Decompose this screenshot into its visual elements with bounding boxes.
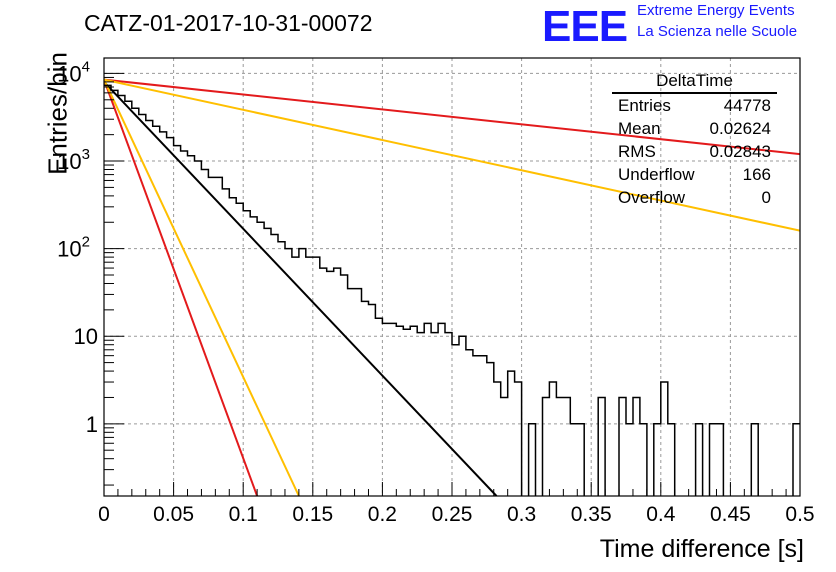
- x-tick-label: 0.15: [292, 503, 333, 526]
- axis-ticks: 0 0.05 0.1 0.15 0.2 0.25 0.3 0.35 0.4 0.45 0.5 1 10 1…: [57, 58, 814, 526]
- grid-lines: [104, 58, 800, 496]
- x-tick-label: 0.25: [432, 503, 473, 526]
- x-tick-label: 0.35: [571, 503, 612, 526]
- x-tick-label: 0.45: [710, 503, 751, 526]
- stats-key: Overflow: [618, 188, 686, 207]
- chart-title: CATZ-01-2017-10-31-00072: [84, 10, 373, 36]
- fit-line: [104, 81, 498, 496]
- stats-title: DeltaTime: [612, 70, 777, 94]
- x-tick-label: 0.1: [229, 503, 258, 526]
- stats-key: Entries: [618, 96, 671, 115]
- stats-key: RMS: [618, 142, 656, 161]
- fit-line: [104, 79, 259, 496]
- stats-row-mean: Mean 0.02624: [618, 117, 771, 140]
- stats-row-overflow: Overflow 0: [618, 186, 771, 209]
- stats-row-rms: RMS 0.02843: [618, 140, 771, 163]
- stats-row-entries: Entries 44778: [618, 94, 771, 117]
- stats-value: 0.02843: [709, 142, 771, 161]
- y-tick-label: 10: [74, 324, 98, 349]
- fit-line: [104, 78, 800, 156]
- chart-curves: [104, 78, 800, 496]
- x-tick-label: 0.3: [507, 503, 536, 526]
- x-tick-label: 0.2: [368, 503, 397, 526]
- x-tick-label: 0.05: [153, 503, 194, 526]
- y-axis-label: Entries/bin: [42, 52, 73, 175]
- eee-logo: EEE: [542, 2, 628, 51]
- stats-value: 0.02624: [709, 119, 771, 138]
- x-tick-label: 0.5: [785, 503, 814, 526]
- logo-line-1: Extreme Energy Events: [637, 2, 795, 19]
- stats-row-underflow: Underflow 166: [618, 163, 771, 186]
- histogram-series: [104, 84, 800, 496]
- fit-line: [104, 79, 300, 496]
- x-axis-label: Time difference [s]: [599, 535, 804, 563]
- stats-key: Mean: [618, 119, 661, 138]
- logo-line-2: La Scienza nelle Scuole: [637, 23, 798, 40]
- stats-box: DeltaTime Entries 44778 Mean 0.02624 RMS…: [612, 70, 777, 208]
- x-tick-label: 0.4: [646, 503, 676, 526]
- x-tick-label: 0: [98, 503, 110, 526]
- y-tick-label: 102: [57, 234, 90, 262]
- y-tick-label: 1: [86, 412, 98, 437]
- stats-key: Underflow: [618, 165, 695, 184]
- fit-line: [104, 78, 800, 232]
- stats-value: 166: [742, 165, 771, 184]
- stats-value: 0: [761, 188, 771, 207]
- stats-value: 44778: [723, 96, 771, 115]
